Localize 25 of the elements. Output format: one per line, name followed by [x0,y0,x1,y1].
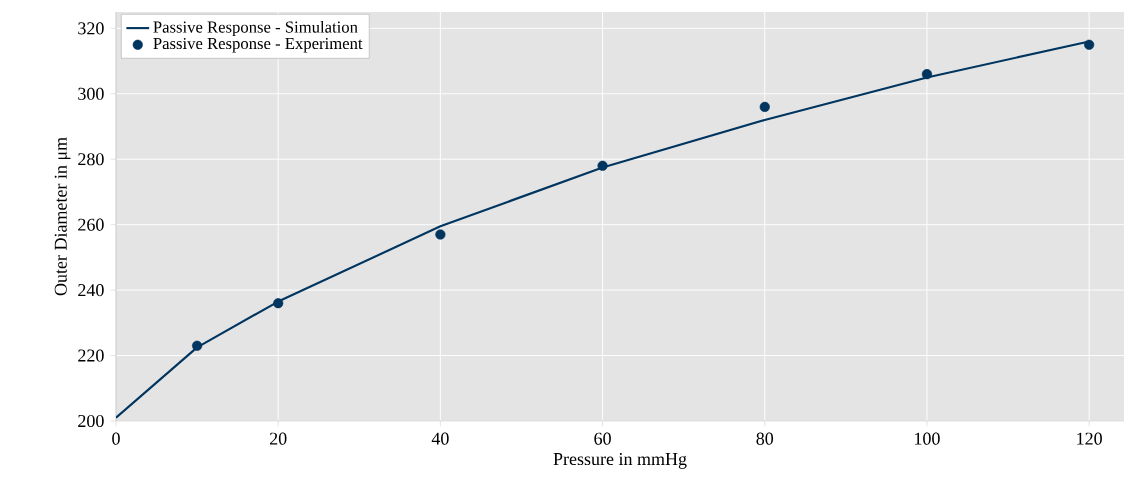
point [759,101,770,112]
x-tick-label: 20 [269,432,287,445]
point [435,229,446,240]
x-tick-label: 40 [431,432,449,445]
point [192,340,203,351]
point [273,298,284,309]
y-axis-title: Outer Diameter in μm [54,137,71,296]
point [921,69,933,80]
point [1084,39,1095,50]
y-tick-label: 220 [78,349,104,362]
y-tick-label: 320 [78,22,104,35]
x-tick-label: 60 [594,432,611,445]
legend-label: Passive Response - Experiment [153,37,363,53]
y-tick-label: 260 [78,218,104,231]
x-tick-label: 120 [1077,432,1102,445]
y-tick-label: 280 [78,153,104,166]
y-tick-label: 200 [78,414,104,428]
x-tick-label: 0 [112,432,120,445]
point [597,160,608,171]
y-tick-label: 240 [78,284,104,297]
x-tick-label: 100 [915,432,940,445]
x-axis-title: Pressure in mmHg [553,452,687,469]
y-tick-label: 300 [78,87,104,100]
legend-label: Passive Response - Simulation [153,20,358,37]
x-tick-label: 80 [756,432,774,445]
